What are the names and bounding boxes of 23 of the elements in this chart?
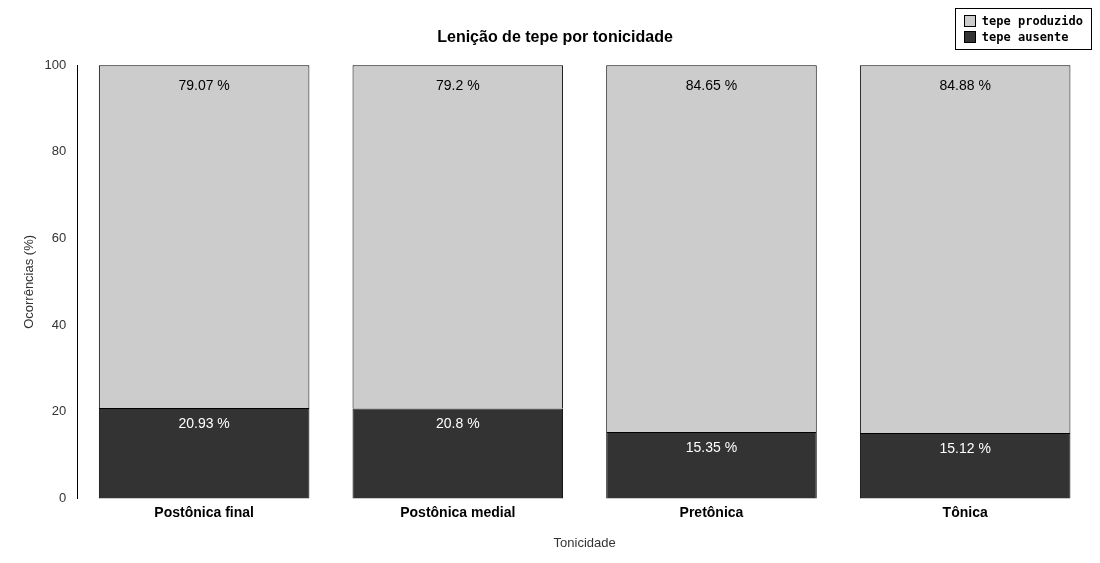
y-tick-label: 100 [44,56,67,72]
x-tick-label: Tônica [942,503,988,520]
y-tick-label: 0 [59,490,67,506]
data-label: 20.8 % [436,415,480,432]
data-label: 15.35 % [685,438,738,455]
legend-label: tepe produzido [981,13,1083,29]
y-tick-label: 20 [51,403,67,419]
x-tick-label: Postônica medial [400,503,516,520]
chart-title: Lenição de tepe por tonicidade [437,28,673,46]
legend-label: tepe ausente [981,29,1069,45]
y-tick-label: 60 [51,230,67,246]
x-axis-title: Tonicidade [553,534,616,550]
data-label: 84.65 % [685,77,738,94]
x-tick-label: Pretônica [679,503,744,520]
data-label: 79.2 % [436,77,480,94]
x-tick-label: Postônica final [154,503,254,520]
y-tick-label: 40 [51,316,67,332]
y-axis-title: Ocorrências (%) [21,234,37,329]
data-label: 20.93 % [178,414,230,431]
data-label: 84.88 % [939,77,991,94]
data-label: 15.12 % [939,439,991,456]
data-label: 79.07 % [178,77,230,94]
y-tick-label: 80 [51,143,67,159]
